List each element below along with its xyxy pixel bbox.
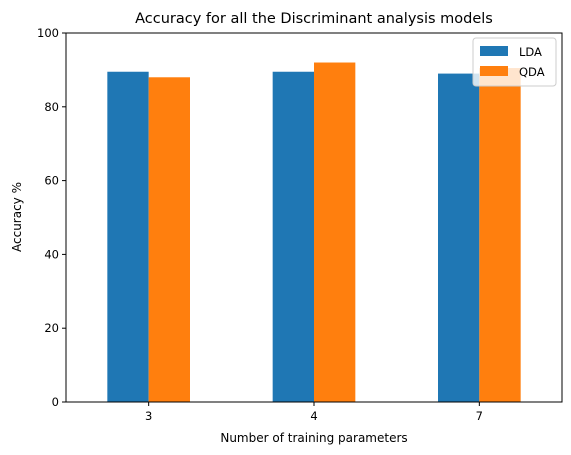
bar-qda-7 [479,68,521,403]
legend: LDA QDA [472,37,557,87]
x-axis-label: Number of training parameters [220,431,407,445]
bar-lda-7 [438,73,480,402]
y-tick-label: 80 [44,100,59,114]
x-tick-label: 4 [310,409,317,423]
y-tick-label: 20 [44,321,59,335]
bar-qda-3 [148,77,190,402]
legend-label-qda: QDA [519,65,545,79]
bar-qda-4 [314,62,356,403]
legend-swatch-qda [480,66,508,76]
legend-label-lda: LDA [519,45,542,59]
y-tick-label: 40 [44,247,59,261]
plot-area: 0 20 40 60 80 100 3 4 7 [37,26,563,423]
legend-swatch-lda [480,46,508,56]
y-tick-label: 100 [37,26,59,40]
y-tick-label: 60 [44,174,59,188]
y-tick-label: 0 [52,395,59,409]
chart-title: Accuracy for all the Discriminant analys… [135,11,493,27]
x-tick-label: 7 [476,409,483,423]
bar-lda-3 [107,71,149,403]
x-tick-label: 3 [145,409,152,423]
y-axis-label: Accuracy % [10,182,24,252]
bar-lda-4 [272,71,314,403]
